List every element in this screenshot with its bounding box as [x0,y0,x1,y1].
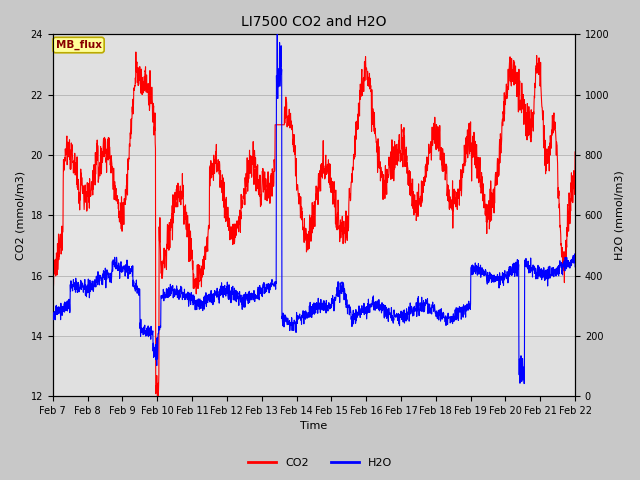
Text: MB_flux: MB_flux [56,40,102,50]
Legend: CO2, H2O: CO2, H2O [244,453,396,472]
Y-axis label: H2O (mmol/m3): H2O (mmol/m3) [615,170,625,260]
Y-axis label: CO2 (mmol/m3): CO2 (mmol/m3) [15,171,25,260]
X-axis label: Time: Time [300,421,328,432]
Title: LI7500 CO2 and H2O: LI7500 CO2 and H2O [241,15,387,29]
Bar [52,155,575,336]
